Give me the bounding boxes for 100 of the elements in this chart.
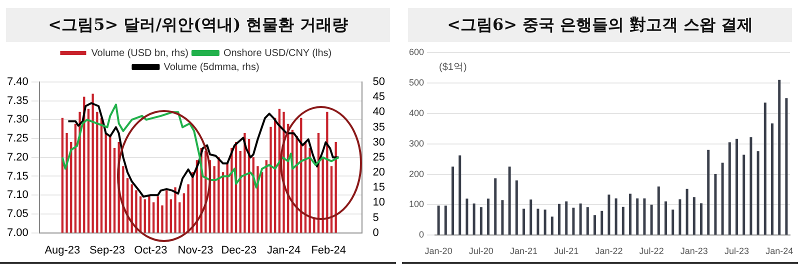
bar: [657, 186, 660, 235]
x-tick-label: Jan-21: [510, 246, 538, 256]
bar: [322, 157, 324, 233]
bar: [444, 206, 447, 235]
bar: [764, 102, 766, 235]
x-tick-label: Dec-23: [221, 244, 257, 256]
y2-tick-label: 10: [372, 196, 386, 209]
bar: [778, 80, 781, 235]
bar: [213, 166, 216, 233]
bar: [771, 123, 774, 235]
bar: [692, 197, 696, 235]
x-tick-label: Feb-24: [311, 244, 346, 256]
bar: [437, 206, 440, 235]
bar: [686, 188, 688, 235]
y2-tick-label: 35: [372, 121, 386, 134]
y-tick-label: 0: [419, 230, 424, 240]
bar: [104, 132, 107, 233]
bar: [78, 112, 81, 233]
bar: [600, 210, 604, 235]
bar: [230, 148, 233, 233]
chart-title: <그림6> 중국 은행들의 對고객 스왑 결제: [408, 8, 792, 42]
bar: [750, 137, 752, 235]
bar: [187, 184, 190, 233]
y2-tick-label: 40: [372, 106, 386, 118]
bar: [113, 148, 116, 233]
bar: [742, 154, 746, 235]
bar: [530, 200, 532, 235]
bar: [174, 187, 176, 233]
bar: [579, 204, 582, 235]
bar: [594, 215, 596, 235]
bar: [614, 198, 618, 235]
x-tick-label: Jul-21: [554, 246, 579, 256]
y-tick-label: 7.10: [6, 189, 28, 202]
y2-tick-label: 25: [372, 151, 386, 164]
bar: [650, 204, 653, 235]
bar: [558, 204, 561, 235]
chart-title: <그림5> 달러/위안(역내) 현물환 거래량: [6, 8, 390, 42]
y-tick-label: 7.15: [6, 170, 28, 182]
x-tick-label: Aug-23: [44, 244, 80, 256]
y-tick-label: 300: [408, 138, 424, 148]
bar: [515, 180, 518, 235]
bar: [270, 126, 272, 233]
y-tick-label: 7.05: [6, 208, 28, 220]
bar: [622, 206, 624, 235]
y-tick-label: 400: [408, 108, 424, 118]
x-tick-label: Jul-23: [724, 246, 750, 256]
x-tick-label: Nov-23: [178, 244, 214, 256]
y2-tick-label: 5: [372, 212, 379, 224]
bar: [152, 202, 155, 233]
bar: [144, 199, 146, 233]
y2-tick-label: 45: [372, 91, 386, 104]
x-tick-label: Jan-24: [266, 244, 301, 256]
y-tick-label: 200: [408, 168, 424, 179]
x-tick-label: Jul-22: [639, 246, 664, 256]
bar: [586, 207, 589, 235]
bar: [480, 207, 482, 235]
bar: [487, 198, 490, 235]
bar: [728, 142, 731, 235]
y-tick-label: 7.35: [6, 94, 28, 107]
y2-tick-label: 0: [372, 226, 379, 239]
bar: [721, 162, 724, 235]
bar: [296, 136, 298, 233]
bar: [452, 166, 454, 235]
bar: [148, 196, 150, 233]
bar: [92, 94, 94, 233]
bar: [678, 199, 682, 235]
y-tick-label: 7.30: [6, 114, 28, 126]
bar: [109, 136, 112, 233]
bar: [785, 98, 788, 235]
bar: [707, 150, 710, 235]
bar: [182, 193, 186, 233]
bar: [122, 166, 124, 233]
bar: [536, 208, 540, 235]
bar: [756, 151, 760, 235]
bar: [308, 148, 311, 233]
bar: [87, 108, 90, 233]
bar: [161, 205, 164, 233]
bar: [565, 201, 568, 235]
bar: [501, 200, 504, 235]
y-axis-title: ($1억): [439, 62, 467, 74]
x-tick-label: Jan-23: [680, 246, 708, 256]
bar: [244, 132, 246, 233]
y-tick-label: 500: [408, 77, 424, 88]
bar: [550, 216, 554, 235]
x-tick-label: Sep-23: [90, 244, 126, 256]
bar: [458, 155, 462, 235]
x-tick-label: Jan-24: [766, 246, 794, 256]
y-tick-label: 7.00: [6, 226, 28, 239]
legend-label: Onshore USD/CNY (lhs): [223, 48, 332, 59]
bar: [636, 198, 639, 235]
bar: [714, 174, 717, 235]
bar: [572, 208, 575, 235]
bar: [135, 190, 138, 233]
bar: [166, 190, 168, 233]
y2-tick-label: 15: [372, 182, 386, 194]
x-tick-label: Oct-23: [134, 244, 168, 256]
y-tick-label: 7.20: [6, 151, 28, 164]
bar: [664, 201, 667, 235]
y-tick-label: 7.40: [6, 76, 28, 88]
bar: [736, 138, 738, 235]
